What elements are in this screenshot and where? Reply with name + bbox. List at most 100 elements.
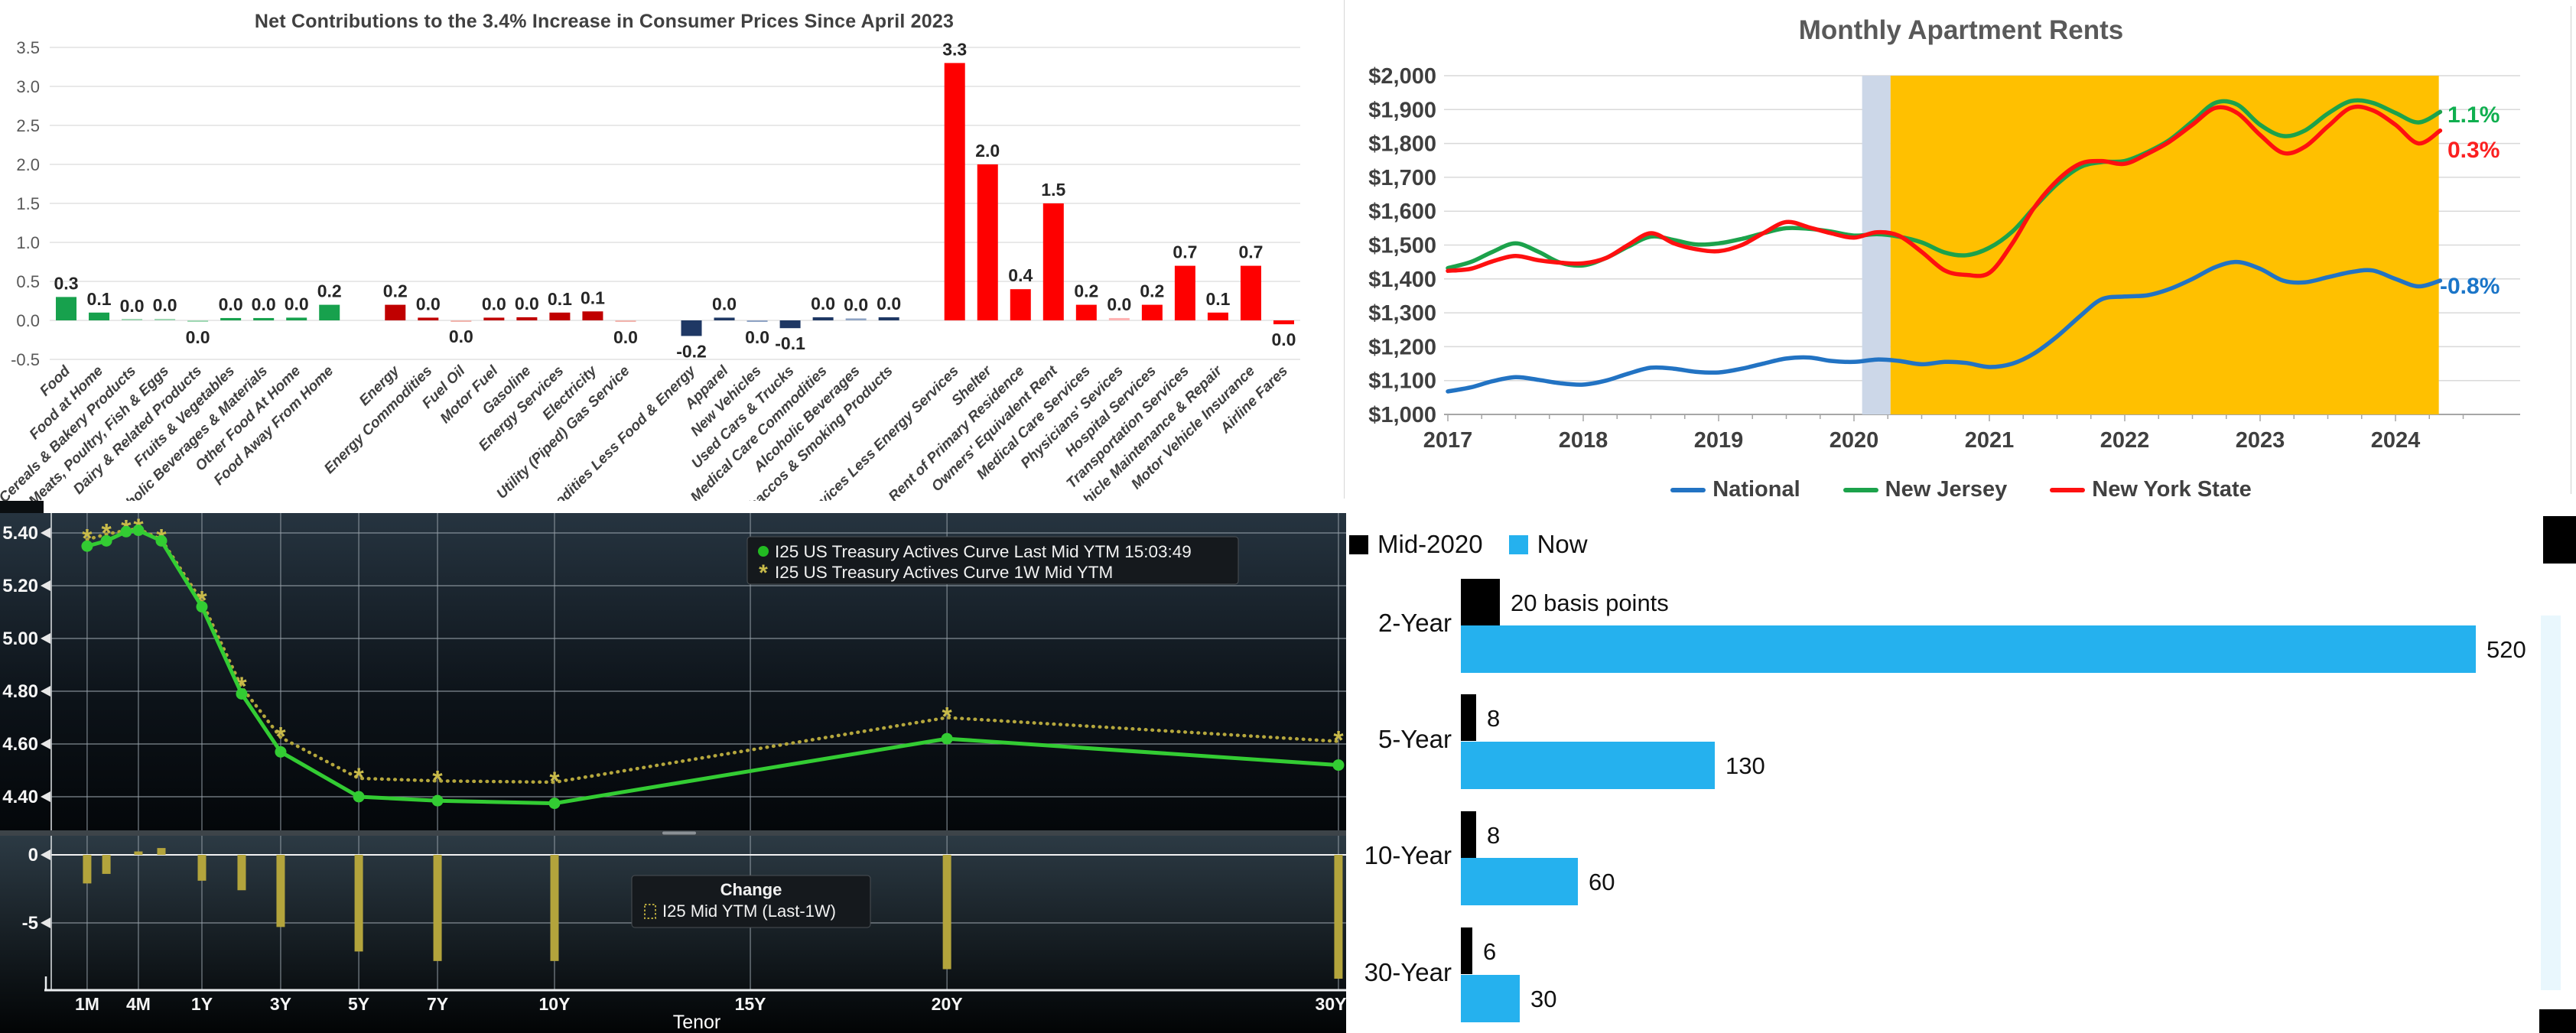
dot-marker-icon [1332,759,1345,772]
cpi-bar [516,317,538,320]
y-tick-label: -5 [22,913,38,934]
cpi-bar [1141,304,1163,320]
cpi-bar [582,311,603,320]
category-label: 10-Year [1364,841,1452,869]
y-tick-label: $1,800 [1368,132,1436,157]
cpi-bar [450,320,472,322]
x-tick-label: 2018 [1559,428,1608,453]
player-scroll-strip [2541,616,2561,990]
legend-item-new-york-state: New York State [2050,477,2252,501]
cpi-bar [418,317,439,320]
treasury-plot-area: 5.405.205.004.804.604.400-5*************… [0,501,1346,1033]
quadrant-divider-line [1344,0,1345,499]
change-bar [157,848,166,855]
y-tick-label: 3.0 [16,77,40,96]
dot-marker-icon [431,794,444,807]
basis-legend: Mid-2020 Now [1349,530,1588,559]
apartment-rents-chart: Monthly Apartment Rents $2,000 $1,900 $1,8… [1346,0,2576,501]
bar-value-label: 0.0 [613,327,638,347]
cpi-bar [286,317,307,320]
y-tick-label: 2.0 [16,155,40,174]
y-tick-label: 4.80 [2,681,38,702]
dot-marker-icon [155,534,168,547]
dot-marker-icon [132,525,145,537]
category-label: Cereals & Bakery Products [0,363,139,501]
bar-value-label: 0.0 [844,294,868,314]
now-swatch [1508,534,1528,554]
corner-block [0,501,44,513]
legend-label: I25 US Treasury Actives Curve Last Mid Y… [775,542,1192,561]
asterisk-marker-icon: * [942,703,953,732]
cpi-bar [1075,304,1097,320]
now-value-label: 30 [1530,986,1557,1012]
category-label: 2-Year [1377,609,1452,637]
bar-value-label: 0.7 [1238,242,1263,262]
cpi-bar [1240,265,1261,320]
cpi-bar [1042,203,1064,320]
bar-value-label: 0.0 [252,294,276,314]
y-tick-label: 5.20 [2,576,38,596]
cpi-bar [1207,312,1228,320]
x-tick-label: 30Y [1316,994,1346,1014]
x-tick-label: 2017 [1423,428,1473,453]
legend-box [746,536,1239,585]
y-tick-label: $1,200 [1368,335,1436,359]
cpi-bar [944,63,965,321]
highlight-band [1890,76,2439,414]
bar-value-label: 1.5 [1041,180,1065,200]
x-tick-label: 2020 [1830,428,1879,453]
x-tick-label: 2023 [2236,428,2285,453]
cpi-bar [714,317,735,320]
cpi-bar [220,317,242,320]
divider-drag-handle[interactable] [662,831,696,835]
y-tick-label: $1,700 [1368,166,1436,190]
y-tick-label: $1,300 [1368,301,1436,326]
bar-value-label: 0.2 [1140,281,1164,301]
y-tick-label: $1,000 [1368,403,1436,427]
bar-value-label: 3.3 [942,39,967,59]
player-decoration-block [2543,516,2576,564]
bar-mid-2020 [1461,579,1500,625]
dot-marker-icon [548,797,561,810]
change-bar [942,855,951,970]
new-jersey-line-swatch [1843,487,1878,492]
mid-2020-swatch [1349,534,1368,554]
bar-value-label: 0.0 [712,294,737,313]
dot-marker-icon [120,525,132,538]
tick-arrow-icon [41,849,50,860]
bar-value-label: 0.0 [120,296,145,316]
asterisk-marker-icon: * [353,763,364,792]
nj-end-label: 1.1% [2448,102,2500,128]
bar-value-label: 0.0 [1271,330,1296,349]
series-line-national [1446,259,2443,394]
x-tick-label: 10Y [539,994,571,1014]
bar-value-label: 0.0 [482,294,506,313]
legend-label: National [1712,477,1800,501]
top-gap [0,501,1346,513]
cpi-bar [746,320,768,323]
change-bar [433,855,442,961]
y-tick-label: 5.40 [2,523,38,544]
national-line-swatch [1670,487,1706,492]
x-tick-label: 5Y [348,994,369,1014]
cpi-bar [154,318,176,320]
bar-value-label: 0.4 [1008,265,1033,285]
y-tick-label: $1,100 [1368,369,1436,394]
x-tick-label: 20Y [932,994,963,1014]
y-tick-label: 1.0 [16,233,40,252]
legend-item-now: Now [1508,530,1588,559]
bar-value-label: 0.0 [285,294,309,313]
dot-marker-icon [941,733,953,745]
tick-arrow-icon [41,686,50,697]
x-tick-label: 2019 [1694,428,1744,453]
cpi-bar [977,164,998,320]
cpi-bar [615,320,636,323]
y-tick-label: $1,600 [1368,200,1436,224]
now-value-label: 520 [2487,636,2526,663]
bar-value-label: 0.1 [1205,289,1230,309]
cpi-bar [89,312,110,320]
tick-arrow-icon [41,528,50,538]
legend-label: Now [1537,530,1588,558]
bar-mid-2020 [1461,811,1476,858]
